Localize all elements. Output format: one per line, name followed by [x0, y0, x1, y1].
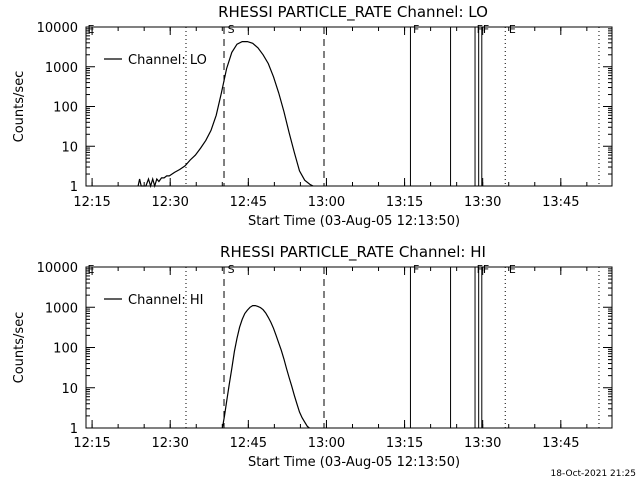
- chart-panel-hi: RHESSI PARTICLE_RATE Channel: HI 12:15 12:…: [12, 243, 613, 470]
- y-tick-label: 10000: [37, 21, 78, 36]
- y-tick-label: 10: [61, 382, 78, 397]
- event-marker-label: E: [509, 23, 516, 36]
- event-marker-label: F: [413, 23, 419, 36]
- x-tick-label: 12:45: [230, 195, 267, 210]
- x-tick-label: 13:15: [386, 436, 423, 451]
- y-tick-label: 10000: [37, 261, 78, 276]
- event-marker-label: F: [483, 23, 489, 36]
- legend-label: Channel: LO: [128, 53, 207, 68]
- footer-timestamp: 18-Oct-2021 21:25: [551, 469, 636, 479]
- y-tick-label: 1000: [45, 301, 78, 316]
- data-series-line: [137, 40, 314, 189]
- x-tick-label: 13:45: [542, 195, 579, 210]
- event-marker-label: F: [477, 23, 483, 36]
- x-tick-label: 12:30: [151, 195, 188, 210]
- x-tick-label: 13:00: [308, 195, 345, 210]
- event-marker-label: E: [88, 23, 95, 36]
- event-marker-label: E: [88, 263, 95, 276]
- y-tick-label: 1: [70, 180, 78, 195]
- y-tick-label: 1000: [45, 61, 78, 76]
- x-tick-label: 12:30: [151, 436, 188, 451]
- event-marker-label: S: [228, 263, 235, 276]
- x-tick-label: 12:15: [73, 195, 110, 210]
- x-tick-label: 13:15: [386, 195, 423, 210]
- y-axis-label: Counts/sec: [12, 71, 27, 143]
- event-marker-label: E: [509, 263, 516, 276]
- x-tick-label: 13:45: [542, 436, 579, 451]
- x-tick-label: 12:45: [230, 436, 267, 451]
- x-tick-label: 13:30: [464, 195, 501, 210]
- y-tick-label: 100: [53, 101, 78, 116]
- data-series-line: [221, 305, 310, 429]
- y-tick-label: 100: [53, 342, 78, 357]
- chart-panel-lo: RHESSI PARTICLE_RATE Channel: LO 12:15 12:…: [12, 3, 613, 229]
- event-marker-label: F: [477, 263, 483, 276]
- legend-label: Channel: HI: [128, 293, 204, 308]
- x-axis-label: Start Time (03-Aug-05 12:13:50): [248, 455, 460, 470]
- event-marker-label: F: [413, 263, 419, 276]
- y-tick-label: 10: [61, 140, 78, 155]
- x-tick-label: 13:00: [308, 436, 345, 451]
- event-marker-label: F: [483, 263, 489, 276]
- y-axis-label: Counts/sec: [12, 312, 27, 384]
- x-axis-label: Start Time (03-Aug-05 12:13:50): [248, 214, 460, 229]
- chart-title: RHESSI PARTICLE_RATE Channel: HI: [220, 243, 486, 262]
- x-tick-label: 13:30: [464, 436, 501, 451]
- x-tick-label: 12:15: [73, 436, 110, 451]
- chart-title: RHESSI PARTICLE_RATE Channel: LO: [218, 3, 488, 22]
- event-marker-label: S: [228, 23, 235, 36]
- y-tick-label: 1: [70, 422, 78, 437]
